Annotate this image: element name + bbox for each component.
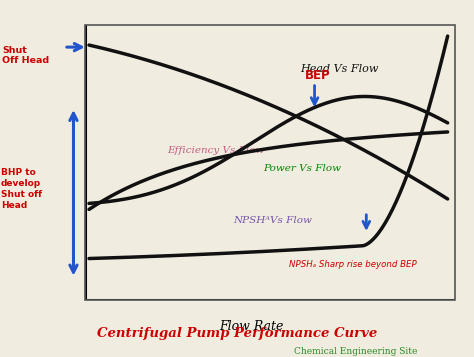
- Text: BHP to
develop
Shut off
Head: BHP to develop Shut off Head: [1, 168, 42, 210]
- Text: NPSHᴬVs Flow: NPSHᴬVs Flow: [233, 216, 312, 225]
- Text: Flow Rate: Flow Rate: [219, 320, 284, 333]
- Text: Centrifugal Pump Performance Curve: Centrifugal Pump Performance Curve: [97, 327, 377, 340]
- Text: BEP: BEP: [305, 69, 331, 82]
- Text: Power Vs Flow: Power Vs Flow: [263, 164, 341, 173]
- Text: Chemical Engineering Site: Chemical Engineering Site: [294, 347, 417, 356]
- Text: Efficiency Vs Flow: Efficiency Vs Flow: [167, 146, 264, 155]
- Text: Shut
Off Head: Shut Off Head: [2, 46, 49, 65]
- Text: Head Vs Flow: Head Vs Flow: [300, 64, 378, 74]
- Text: NPSHₐ Sharp rise beyond BEP: NPSHₐ Sharp rise beyond BEP: [289, 260, 417, 269]
